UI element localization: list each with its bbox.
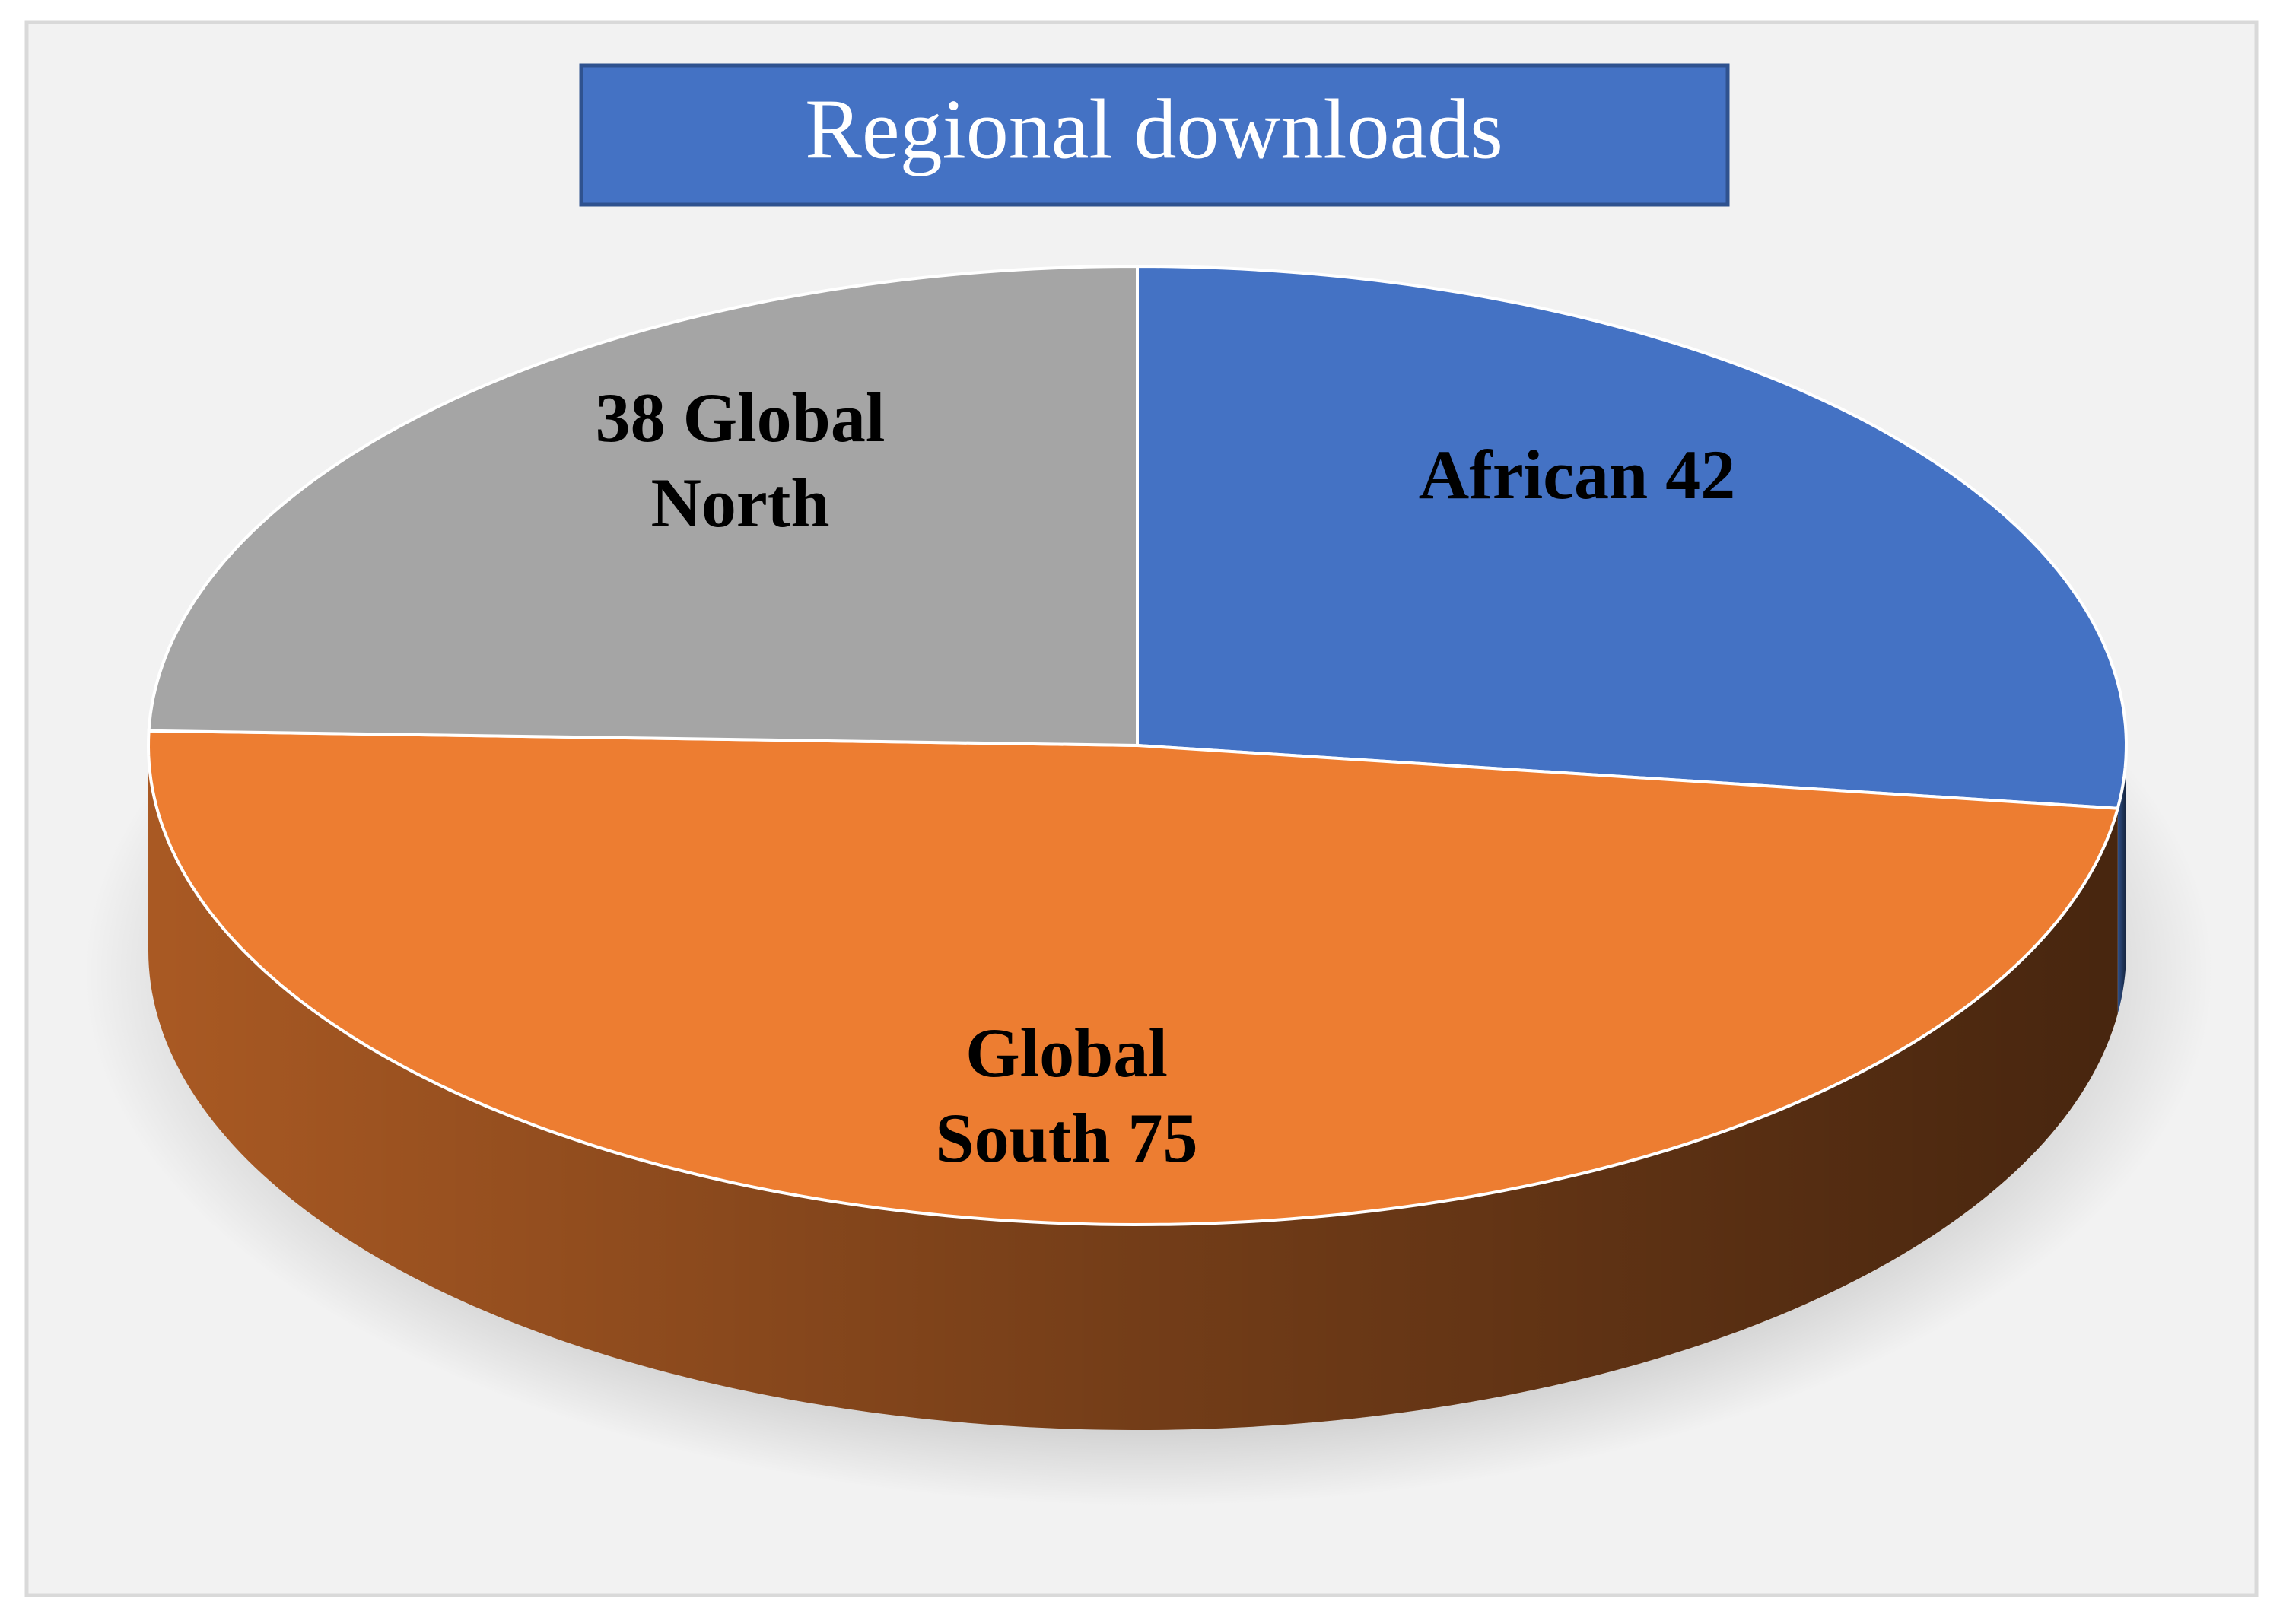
pie-slice [147, 264, 1139, 748]
title-box [579, 63, 1730, 207]
chart-title: Regional downloads [805, 83, 1503, 177]
pie [146, 264, 2129, 1430]
pie-slice [146, 729, 2120, 1227]
data-label: African 42 [1418, 436, 1736, 513]
slice-side-shade [148, 745, 2118, 1430]
pie-slice [1136, 264, 2129, 810]
slice-side-shade [2117, 745, 2126, 1014]
data-label: 38 Global North [595, 379, 886, 542]
data-label: Global South 75 [935, 1014, 1198, 1177]
